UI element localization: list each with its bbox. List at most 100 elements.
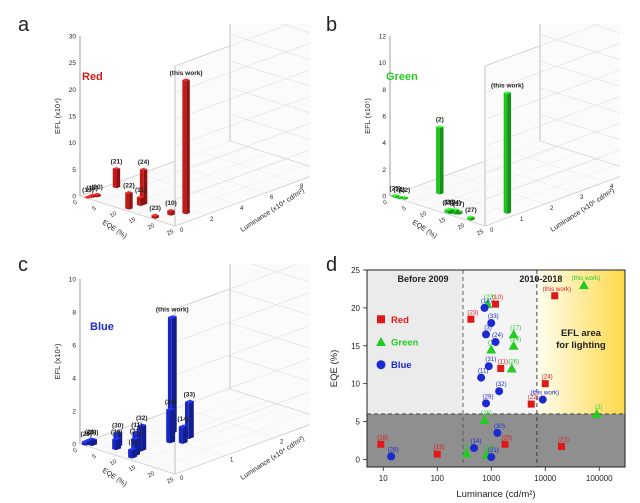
panel-label-b: b — [326, 14, 338, 36]
point-red — [541, 380, 549, 388]
bar-front-face — [436, 126, 440, 195]
bar-side-face — [188, 400, 194, 440]
eqe-gridline — [408, 146, 560, 203]
point-label: (29) — [483, 393, 494, 400]
point-green — [508, 329, 519, 339]
bar — [436, 125, 444, 195]
point-red — [551, 292, 559, 300]
point-red — [433, 450, 441, 458]
lum-tick-label: 1 — [230, 458, 234, 464]
bar-label: (this work) — [170, 70, 203, 77]
point-red — [492, 300, 500, 308]
x-tick-label: 1000 — [482, 474, 500, 483]
bar-front-face — [81, 441, 86, 446]
eqe-tick-label: 5 — [402, 205, 408, 212]
bar-label: (22) — [399, 187, 411, 194]
point-label: (28) — [388, 446, 399, 453]
lum-tick-label: 2 — [210, 217, 214, 223]
point-label: (22) — [528, 394, 539, 401]
bar-side-face — [439, 126, 444, 195]
bar-front-face — [503, 92, 508, 214]
plot-box: 024681005101520250123EFL (x10⁴)EQE (%)Lu… — [53, 264, 310, 488]
eqe-tick-label: 20 — [457, 223, 466, 232]
point-label: (31) — [485, 356, 496, 363]
chart-c-3d-blue: 024681005101520250123EFL (x10⁴)EQE (%)Lu… — [53, 264, 310, 488]
plot-box: 05101520253005101520250246810EFL (x10⁴)E… — [53, 24, 310, 240]
point-red — [467, 315, 475, 323]
x-tick-label: 10000 — [534, 474, 557, 483]
z-gridline — [174, 60, 310, 147]
eqe-axis-title: EQE (%) — [411, 219, 438, 240]
bar — [84, 195, 92, 199]
bar-label: (this work) — [491, 83, 524, 90]
point-blue — [493, 428, 502, 437]
bar-side-face — [395, 195, 399, 198]
bar-label: (11) — [442, 200, 453, 207]
lum-gridline — [509, 151, 606, 183]
bar-side-face — [399, 196, 403, 200]
bar-top-face — [391, 194, 399, 197]
eqe-gridline — [174, 424, 310, 475]
z-tick-label: 4 — [72, 376, 76, 383]
bar-label: (24) — [138, 159, 150, 166]
bar-side-face — [90, 438, 96, 446]
point-label: (this work) — [530, 390, 559, 397]
bar-side-face — [143, 169, 148, 206]
point-label: (21) — [463, 443, 474, 450]
bar-side-face — [182, 425, 188, 444]
point-label: (26) — [508, 359, 519, 366]
lum-gridline — [389, 195, 486, 227]
point-label: (23) — [467, 309, 478, 316]
point-green — [508, 340, 519, 350]
eqe-tick-label: 0 — [383, 199, 389, 206]
bar-label: (20) — [91, 184, 103, 191]
eqe-tick-label: 10 — [419, 211, 428, 220]
lum-gridline — [449, 173, 546, 205]
eqe-tick-label: 0 — [73, 447, 79, 454]
bar-top-face — [132, 430, 142, 434]
eqe-gridline — [136, 158, 288, 215]
z-gridline — [174, 24, 291, 67]
bar-top-face — [139, 167, 148, 171]
point-green — [486, 344, 497, 354]
bar-top-face — [166, 407, 175, 411]
bar-side-face — [171, 316, 177, 434]
z-axis-title: EFL (x10⁵) — [363, 98, 372, 134]
point-label: (11) — [478, 368, 489, 375]
bar-front-face — [467, 216, 471, 221]
bar-top-face — [128, 447, 137, 451]
y-tick-label: 5 — [356, 418, 361, 427]
bar-top-face — [167, 208, 175, 212]
eqe-gridline — [465, 164, 617, 221]
eqe-gridline — [155, 164, 307, 221]
region-label-range: 2010-2018 — [519, 274, 562, 284]
bar-front-face — [182, 79, 187, 215]
bar-front-face — [112, 439, 116, 451]
bar-label: (3) — [129, 439, 137, 446]
lum-gridline — [79, 443, 176, 475]
x-tick-label: 10 — [379, 474, 388, 483]
point-label: (this work) — [572, 275, 601, 282]
y-axis-title: EQE (%) — [329, 350, 340, 387]
lum-gridline — [199, 151, 296, 183]
bar-front-face — [151, 215, 156, 219]
point-label: (27) — [484, 294, 495, 301]
panel-label-a: a — [18, 14, 30, 36]
point-green — [461, 448, 472, 458]
eqe-gridline — [446, 158, 598, 215]
bar-top-face — [167, 315, 177, 319]
point-green — [479, 415, 490, 425]
eqe-tick-label: 15 — [438, 217, 447, 226]
bar-label: (31) — [130, 428, 142, 435]
bar-front-face — [136, 196, 141, 207]
series-label: Red — [82, 71, 103, 83]
point-blue — [487, 453, 496, 462]
eqe-tick-label: 5 — [92, 453, 98, 460]
bar-label: (29) — [111, 429, 123, 436]
bar-side-face — [92, 195, 96, 199]
bar-top-face — [185, 399, 194, 403]
bar-top-face — [182, 78, 190, 82]
point-label: (18) — [377, 434, 388, 441]
y-tick-label: 0 — [356, 455, 361, 464]
